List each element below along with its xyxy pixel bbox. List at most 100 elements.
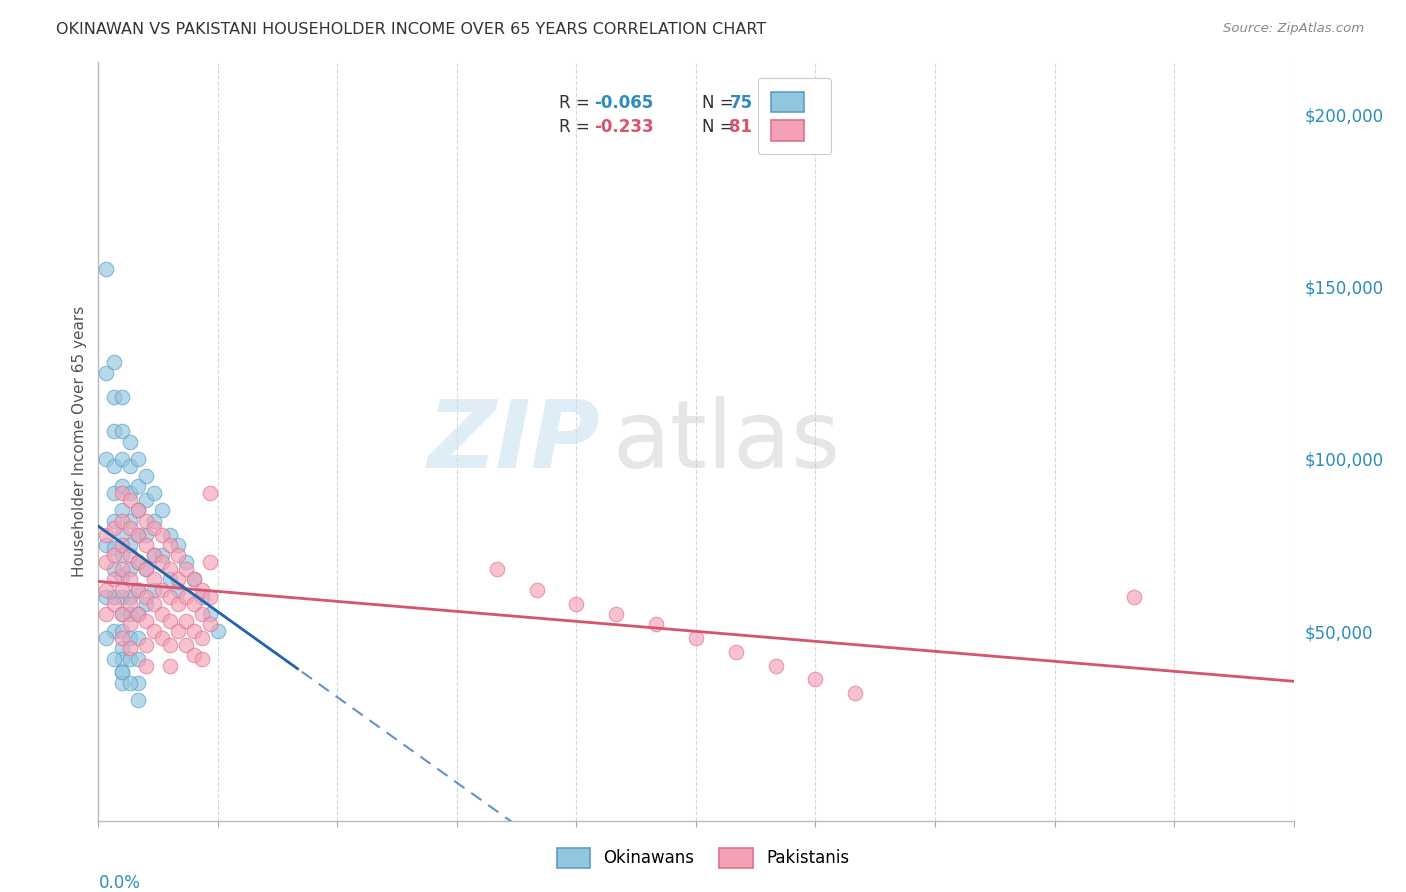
Point xyxy=(143,597,166,611)
Point xyxy=(120,493,142,508)
Text: atlas: atlas xyxy=(613,395,841,488)
Point xyxy=(111,548,134,563)
Point xyxy=(159,538,181,552)
Point xyxy=(127,675,149,690)
Point xyxy=(120,651,142,665)
Point xyxy=(167,597,190,611)
Point xyxy=(135,614,157,628)
Point xyxy=(96,631,118,645)
Point xyxy=(804,673,827,687)
Point xyxy=(174,638,197,652)
Point xyxy=(150,548,173,563)
Point xyxy=(111,641,134,656)
Point xyxy=(103,355,125,369)
Point xyxy=(167,624,190,639)
Point xyxy=(159,638,181,652)
Point xyxy=(167,548,190,563)
Point xyxy=(111,607,134,621)
Point xyxy=(120,631,142,645)
Text: Source: ZipAtlas.com: Source: ZipAtlas.com xyxy=(1223,22,1364,36)
Point xyxy=(103,651,125,665)
Point xyxy=(143,548,166,563)
Point xyxy=(127,503,149,517)
Point xyxy=(127,479,149,493)
Point xyxy=(96,527,118,541)
Point xyxy=(174,562,197,576)
Point xyxy=(198,555,221,569)
Point xyxy=(111,607,134,621)
Text: R =: R = xyxy=(558,95,595,112)
Point xyxy=(167,538,190,552)
Text: ZIP: ZIP xyxy=(427,395,600,488)
Point xyxy=(120,538,142,552)
Point xyxy=(96,555,118,569)
Point xyxy=(120,514,142,528)
Point xyxy=(685,631,707,645)
Point xyxy=(96,366,118,380)
Y-axis label: Householder Income Over 65 years: Householder Income Over 65 years xyxy=(72,306,87,577)
Point xyxy=(120,590,142,604)
Point xyxy=(143,582,166,597)
Point xyxy=(1123,590,1146,604)
Point xyxy=(103,514,125,528)
Point xyxy=(135,590,157,604)
Point xyxy=(103,486,125,500)
Point xyxy=(111,562,134,576)
Point xyxy=(159,614,181,628)
Point xyxy=(159,527,181,541)
Text: 0.0%: 0.0% xyxy=(98,874,141,892)
Point xyxy=(111,538,134,552)
Point xyxy=(111,665,134,680)
Point xyxy=(120,548,142,563)
Point xyxy=(135,658,157,673)
Point xyxy=(103,458,125,473)
Point xyxy=(127,631,149,645)
Text: 81: 81 xyxy=(730,118,752,136)
Point xyxy=(120,641,142,656)
Point xyxy=(127,607,149,621)
Point xyxy=(127,607,149,621)
Point xyxy=(143,521,166,535)
Point xyxy=(174,555,197,569)
Point xyxy=(120,573,142,587)
Point xyxy=(183,573,205,587)
Point xyxy=(135,469,157,483)
Point xyxy=(150,503,173,517)
Point xyxy=(111,451,134,466)
Point xyxy=(844,686,866,700)
Point xyxy=(174,614,197,628)
Point xyxy=(135,538,157,552)
Point xyxy=(143,624,166,639)
Point xyxy=(127,582,149,597)
Point xyxy=(103,562,125,576)
Point xyxy=(111,624,134,639)
Point xyxy=(111,665,134,680)
Point xyxy=(565,597,588,611)
Point xyxy=(605,607,627,621)
Point xyxy=(159,573,181,587)
Point xyxy=(127,527,149,541)
Point xyxy=(103,590,125,604)
Point xyxy=(111,424,134,438)
Point xyxy=(159,590,181,604)
Point xyxy=(120,486,142,500)
Point xyxy=(120,458,142,473)
Point xyxy=(111,651,134,665)
Point xyxy=(191,590,214,604)
Point xyxy=(103,548,125,563)
Point xyxy=(120,597,142,611)
Point xyxy=(183,624,205,639)
Point xyxy=(183,648,205,663)
Point xyxy=(143,514,166,528)
Text: N =: N = xyxy=(702,95,738,112)
Point xyxy=(135,527,157,541)
Point xyxy=(120,521,142,535)
Point xyxy=(120,675,142,690)
Text: R =: R = xyxy=(558,118,595,136)
Point xyxy=(111,631,134,645)
Point xyxy=(111,582,134,597)
Point xyxy=(96,262,118,277)
Point xyxy=(111,503,134,517)
Point xyxy=(198,486,221,500)
Text: N =: N = xyxy=(702,118,738,136)
